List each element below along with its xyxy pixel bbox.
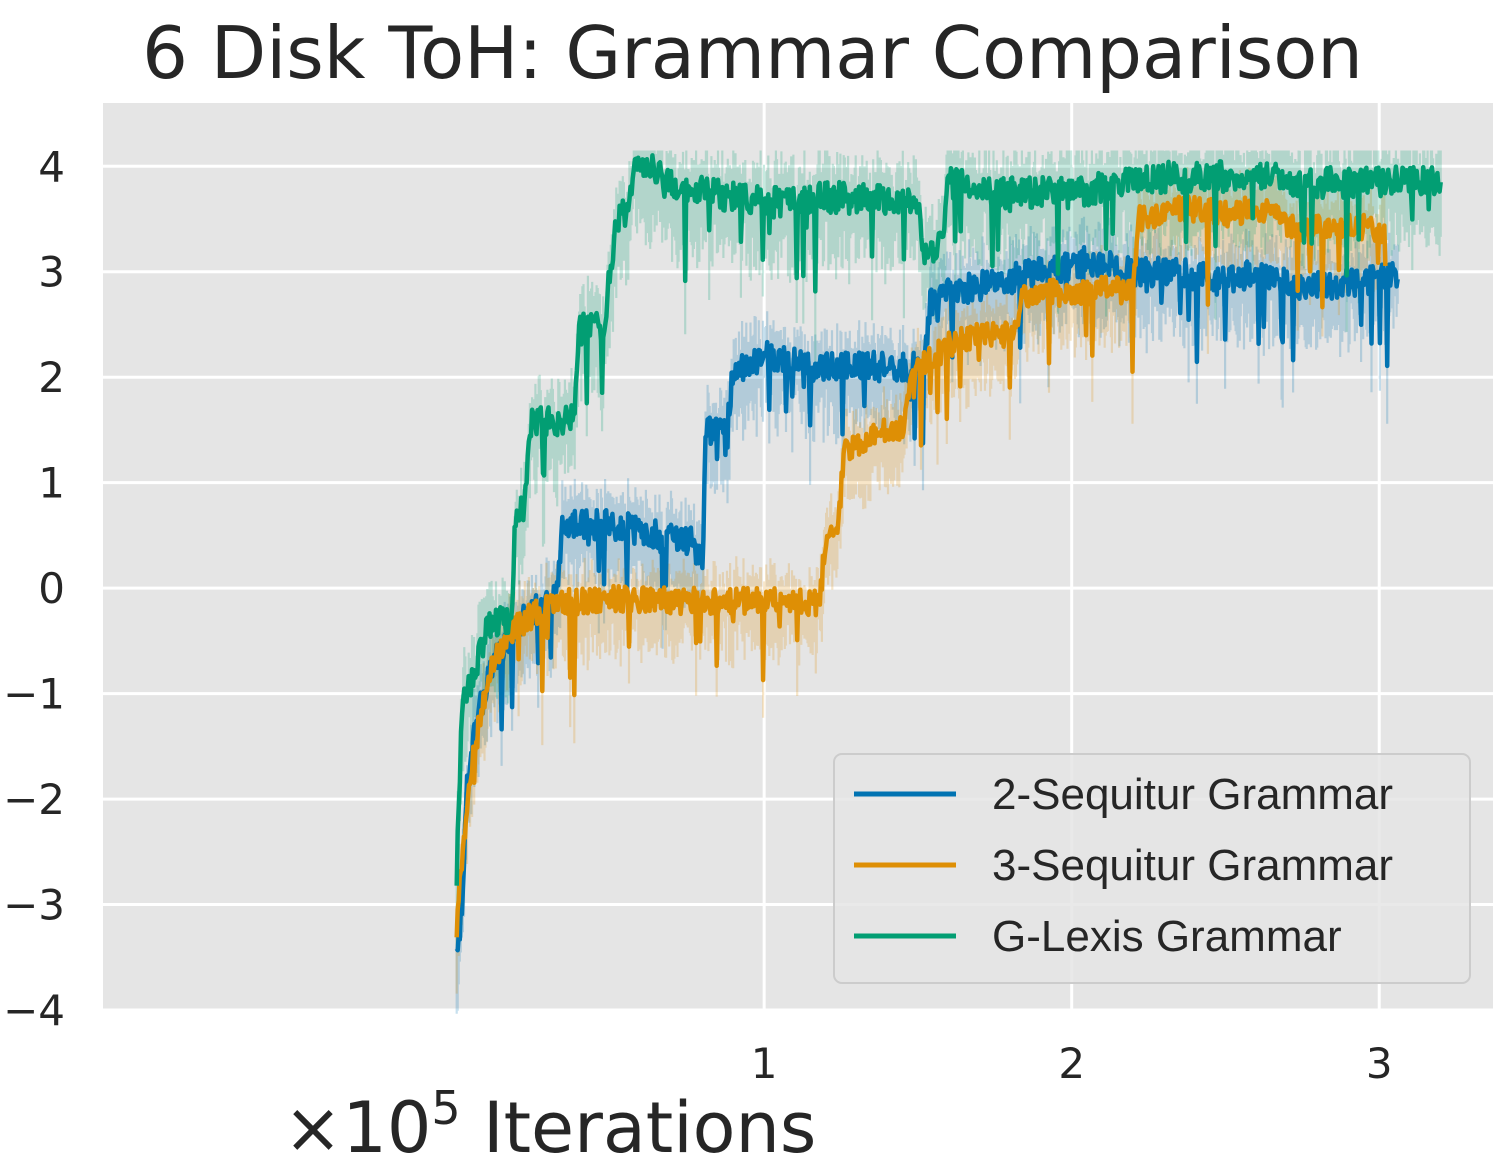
y-tick-label: 2 bbox=[38, 353, 65, 402]
x-tick-label: 2 bbox=[1058, 1039, 1085, 1088]
legend-label: 3-Sequitur Grammar bbox=[992, 841, 1393, 890]
legend-box bbox=[833, 753, 1471, 984]
chart-title: 6 Disk ToH: Grammar Comparison bbox=[142, 11, 1363, 95]
x-axis-label: ×105 Iterations bbox=[0, 1085, 1100, 1169]
x-tick-label: 1 bbox=[751, 1039, 778, 1088]
legend-label: G-Lexis Grammar bbox=[992, 912, 1342, 961]
y-tick-label: −1 bbox=[3, 670, 65, 719]
y-tick-label: 1 bbox=[38, 459, 65, 508]
y-tick-label: −4 bbox=[3, 986, 65, 1035]
x-axis-label-text: Iterations bbox=[460, 1087, 817, 1169]
y-tick-label: 3 bbox=[38, 248, 65, 297]
x-axis-label-prefix: ×10 bbox=[283, 1087, 432, 1169]
y-tick-label: 4 bbox=[38, 142, 65, 191]
series-line-0 bbox=[454, 244, 1400, 953]
y-tick-label: −3 bbox=[3, 881, 65, 930]
series-line-2 bbox=[454, 153, 1443, 886]
legend-label: 2-Sequitur Grammar bbox=[992, 770, 1393, 819]
x-tick-label: 3 bbox=[1366, 1039, 1393, 1088]
y-tick-label: 0 bbox=[38, 564, 65, 613]
x-axis-label-exponent: 5 bbox=[431, 1081, 461, 1135]
y-tick-label: −2 bbox=[3, 775, 65, 824]
series-line-1 bbox=[454, 194, 1388, 938]
